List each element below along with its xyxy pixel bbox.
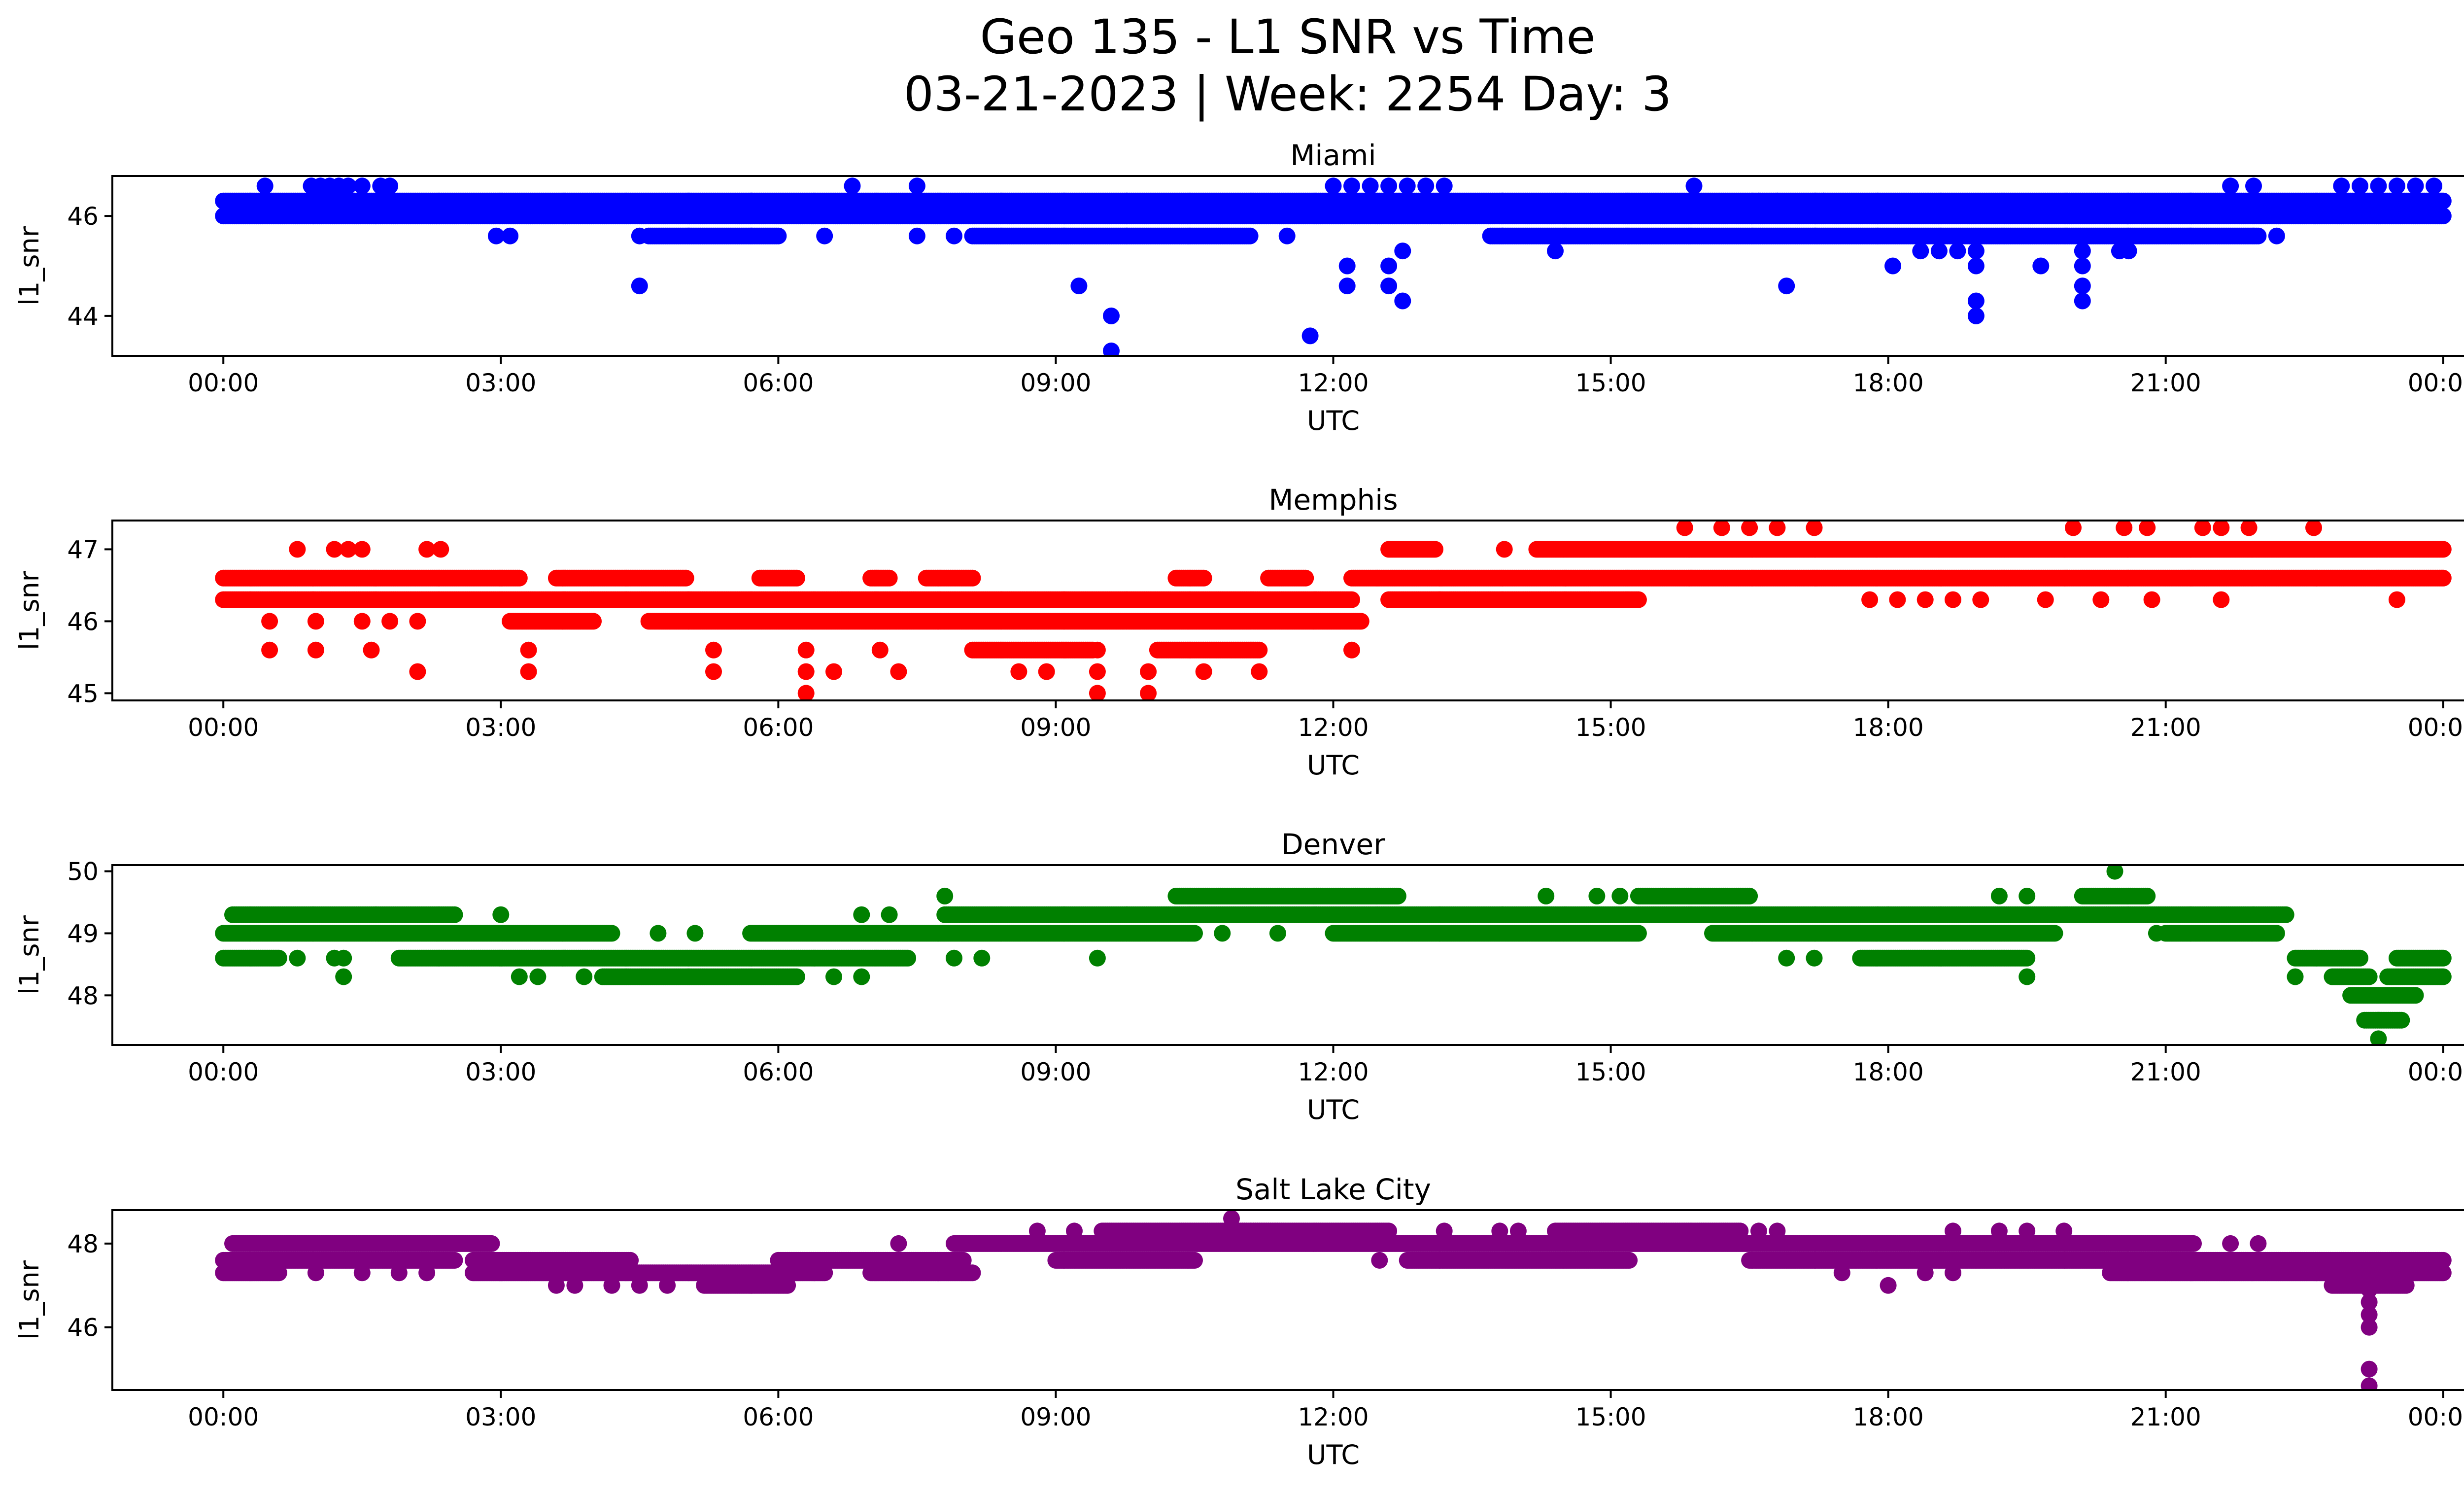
data-point — [2074, 278, 2091, 295]
data-point — [353, 177, 371, 195]
x-tick-label: 18:00 — [1853, 369, 1924, 397]
data-point — [1967, 243, 1985, 260]
data-point — [1070, 278, 1088, 295]
data-point — [1338, 257, 1356, 275]
data-point — [964, 569, 981, 587]
data-point — [1195, 569, 1212, 587]
data-point — [2222, 177, 2239, 195]
data-point — [1547, 243, 1564, 260]
data-point — [908, 177, 925, 195]
data-point — [2434, 192, 2452, 209]
x-tick-label: 09:00 — [1020, 369, 1091, 397]
data-point — [2351, 177, 2368, 195]
data-point — [1815, 192, 1832, 209]
data-point — [1343, 177, 1360, 195]
data-point — [1949, 243, 1966, 260]
data-point — [788, 569, 805, 587]
data-point — [2074, 292, 2091, 310]
data-point — [511, 569, 528, 587]
data-point — [2407, 177, 2424, 195]
subplot-title: Memphis — [1268, 483, 1398, 517]
data-point — [2074, 243, 2091, 260]
data-point — [1436, 177, 1453, 195]
x-tick-label: 15:00 — [1575, 369, 1646, 397]
y-tick-label: 44 — [67, 302, 99, 331]
data-point — [1417, 177, 1435, 195]
data-point — [1930, 243, 1948, 260]
data-point — [256, 177, 274, 195]
data-point — [2434, 569, 2452, 587]
subplots: Miami 00:00 03:00 06:00 09:00 12:00 15:00 18:00… — [14, 139, 2464, 1470]
data-point — [1297, 569, 1314, 587]
data-point — [1394, 292, 1411, 310]
data-point — [1325, 177, 1342, 195]
data-point — [585, 613, 602, 630]
data-point — [2426, 177, 2442, 195]
y-axis-label: l1_snr — [14, 226, 45, 306]
data-point — [1967, 292, 1985, 310]
data-point — [1967, 257, 1985, 275]
data-point — [1778, 278, 1795, 295]
data-point — [2434, 208, 2452, 225]
scatter-series — [215, 521, 2452, 700]
data-point — [1380, 278, 1398, 295]
figure-title-line2: 03-21-2023 | Week: 2254 Day: 3 — [904, 67, 1672, 122]
data-point — [844, 177, 861, 195]
scatter-series — [215, 177, 2452, 356]
x-tick-label: 12:00 — [1298, 369, 1369, 397]
data-point — [1241, 227, 1259, 244]
data-point — [816, 227, 833, 244]
data-point — [1338, 278, 1356, 295]
x-axis-label: UTC — [1307, 405, 1360, 436]
data-point — [1630, 591, 1647, 608]
figure-title-line1: Geo 135 - L1 SNR vs Time — [980, 9, 1596, 65]
data-point — [881, 569, 898, 587]
data-point — [1394, 243, 1411, 260]
data-point — [487, 227, 505, 244]
x-tick-label: 00:00 — [2408, 369, 2464, 397]
data-point — [2032, 257, 2050, 275]
data-point — [2245, 177, 2262, 195]
y-tick-label: 46 — [67, 202, 99, 231]
data-point — [908, 227, 925, 244]
data-point — [2388, 177, 2405, 195]
data-point — [1399, 177, 1416, 195]
data-point — [2268, 227, 2285, 244]
data-point — [1103, 342, 1120, 356]
data-point — [2333, 177, 2350, 195]
subplot-miami: Miami 00:00 03:00 06:00 09:00 12:00 15:00 18:00… — [14, 139, 2464, 436]
data-point — [631, 227, 648, 244]
data-point — [502, 227, 519, 244]
data-point — [1343, 591, 1360, 608]
x-tick-label: 00:00 — [188, 369, 259, 397]
data-point — [1362, 177, 1379, 195]
data-point — [1967, 307, 1985, 324]
data-point — [2370, 177, 2387, 195]
data-point — [1103, 307, 1120, 324]
data-point — [1278, 227, 1296, 244]
data-point — [1380, 257, 1398, 275]
data-point — [2074, 257, 2091, 275]
x-tick-label: 06:00 — [743, 369, 814, 397]
data-point — [946, 227, 962, 244]
data-point — [770, 227, 787, 244]
data-point — [1301, 327, 1319, 345]
data-point — [1685, 177, 1703, 195]
subplot-title: Miami — [1290, 139, 1376, 172]
data-point — [1769, 192, 1786, 209]
data-point — [2250, 227, 2267, 244]
data-point — [1380, 177, 1398, 195]
data-point — [677, 569, 694, 587]
data-point — [1750, 192, 1767, 209]
data-point — [1912, 243, 1929, 260]
data-point — [340, 177, 357, 195]
x-tick-label: 03:00 — [465, 369, 536, 397]
data-point — [2120, 243, 2137, 260]
data-point — [1884, 257, 1901, 275]
data-point — [631, 278, 648, 295]
x-tick-label: 21:00 — [2130, 369, 2201, 397]
data-point — [381, 177, 399, 195]
